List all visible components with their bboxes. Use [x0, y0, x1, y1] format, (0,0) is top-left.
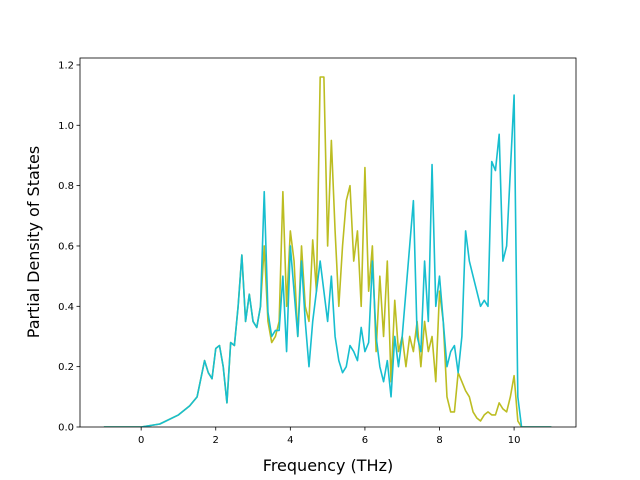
- x-tick-label: 6: [362, 435, 368, 446]
- data-line: [103, 94, 552, 427]
- plot-frame: [79, 57, 577, 428]
- y-tick-label: 1.0: [58, 121, 74, 132]
- x-tick-label: 4: [287, 435, 293, 446]
- y-tick-label: 0.4: [58, 302, 74, 313]
- y-axis-label: Partial Density of States: [24, 146, 43, 338]
- x-tick-label: 0: [138, 435, 144, 446]
- x-axis-label: Frequency (THz): [263, 456, 393, 475]
- x-tick-label: 2: [213, 435, 219, 446]
- y-tick-label: 0.8: [58, 181, 74, 192]
- x-tick-label: 8: [436, 435, 442, 446]
- x-tick-label: 10: [508, 435, 521, 446]
- y-tick-label: 1.2: [58, 60, 74, 71]
- data-line: [103, 76, 552, 427]
- y-tick-label: 0.6: [58, 241, 74, 252]
- y-tick-label: 0.2: [58, 362, 74, 373]
- y-tick-label: 0.0: [58, 423, 74, 434]
